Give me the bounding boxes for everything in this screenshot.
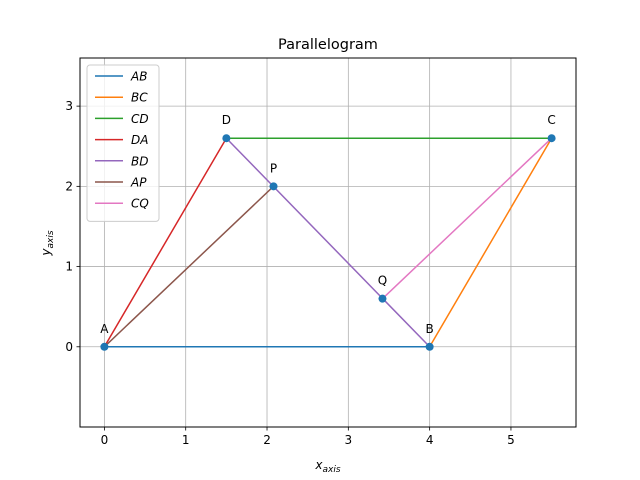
point-label-a: A [100,322,109,336]
x-axis-label-sub: axis [323,465,341,475]
legend-label-ap: AP [130,176,147,190]
legend-label-da: DA [131,133,148,147]
chart-title: Parallelogram [278,37,378,53]
x-tick-label: 4 [426,433,434,447]
point-marker-q [378,294,387,303]
y-axis-label-main: y [39,248,53,257]
y-tick-label: 0 [65,340,73,354]
series-line-bc [428,137,553,348]
x-tick-label: 1 [182,433,190,447]
y-axis-label-sub: axis [46,230,56,248]
x-tick-label: 5 [507,433,515,447]
legend-label-ab: AB [130,70,147,84]
point-markers [100,134,556,351]
legend-label-cd: CD [131,112,149,126]
point-label-d: D [222,113,231,127]
series-line-ap [103,185,275,348]
y-axis-label: yaxis [39,230,56,256]
series-line-bd [225,137,431,348]
series-line-da [103,137,228,348]
legend-label-cq: CQ [131,197,149,211]
point-marker-p [269,182,278,191]
point-label-c: C [547,113,555,127]
y-tick-label: 2 [65,179,73,193]
point-marker-b [425,342,434,351]
point-label-p: P [270,161,277,175]
x-axis-label-main: x [314,458,323,472]
point-label-q: Q [378,274,387,288]
point-label-b: B [426,322,434,336]
plot-frame [79,57,577,428]
series-layer [103,137,553,348]
y-tick-label: 3 [65,99,73,113]
point-marker-a [100,342,109,351]
point-marker-c [547,134,556,143]
x-axis-label: xaxis [314,458,340,475]
legend-label-bc: BC [131,91,148,105]
point-marker-d [222,134,231,143]
x-tick-label: 3 [345,433,353,447]
legend-label-bd: BD [131,154,148,168]
axis-ticks: 0 1 2 3 4 5 0 1 2 3 [65,99,514,447]
x-tick-label: 0 [101,433,109,447]
series-line-cq [381,137,553,300]
y-tick-label: 1 [65,260,73,274]
legend: AB BC CD DA BD AP CQ [86,64,160,222]
x-tick-label: 2 [263,433,271,447]
